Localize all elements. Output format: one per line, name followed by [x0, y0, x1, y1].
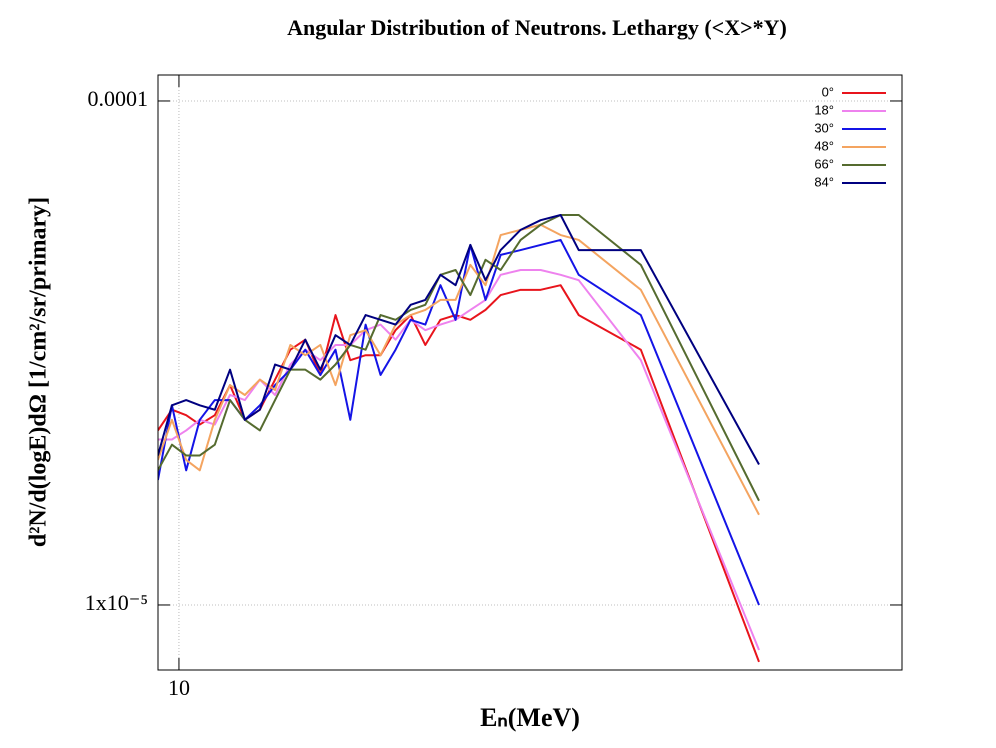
y-axis-label: d²N/d(logE)dΩ [1/cm²/sr/primary] — [26, 197, 52, 547]
legend: 0° 18° 30° 48° 66° 84° — [814, 84, 886, 189]
grid: 1x10⁻⁵ 0.0001 10 — [85, 75, 902, 700]
y-tick-label: 1x10⁻⁵ — [85, 590, 148, 615]
legend-label: 0° — [822, 84, 834, 99]
legend-label: 30° — [814, 120, 834, 135]
y-tick-label: 0.0001 — [88, 86, 149, 111]
chart-title: Angular Distribution of Neutrons. Lethar… — [287, 15, 787, 40]
series-line — [158, 238, 760, 606]
x-axis-label: Eₙ(MeV) — [480, 703, 580, 732]
lines — [158, 213, 760, 663]
legend-label: 48° — [814, 138, 834, 153]
series-line — [158, 213, 760, 502]
legend-label: 66° — [814, 156, 834, 171]
legend-label: 84° — [814, 174, 834, 189]
x-tick-label: 10 — [168, 675, 190, 700]
plot-frame — [157, 74, 903, 671]
legend-label: 18° — [814, 102, 834, 117]
series-line — [158, 213, 760, 465]
